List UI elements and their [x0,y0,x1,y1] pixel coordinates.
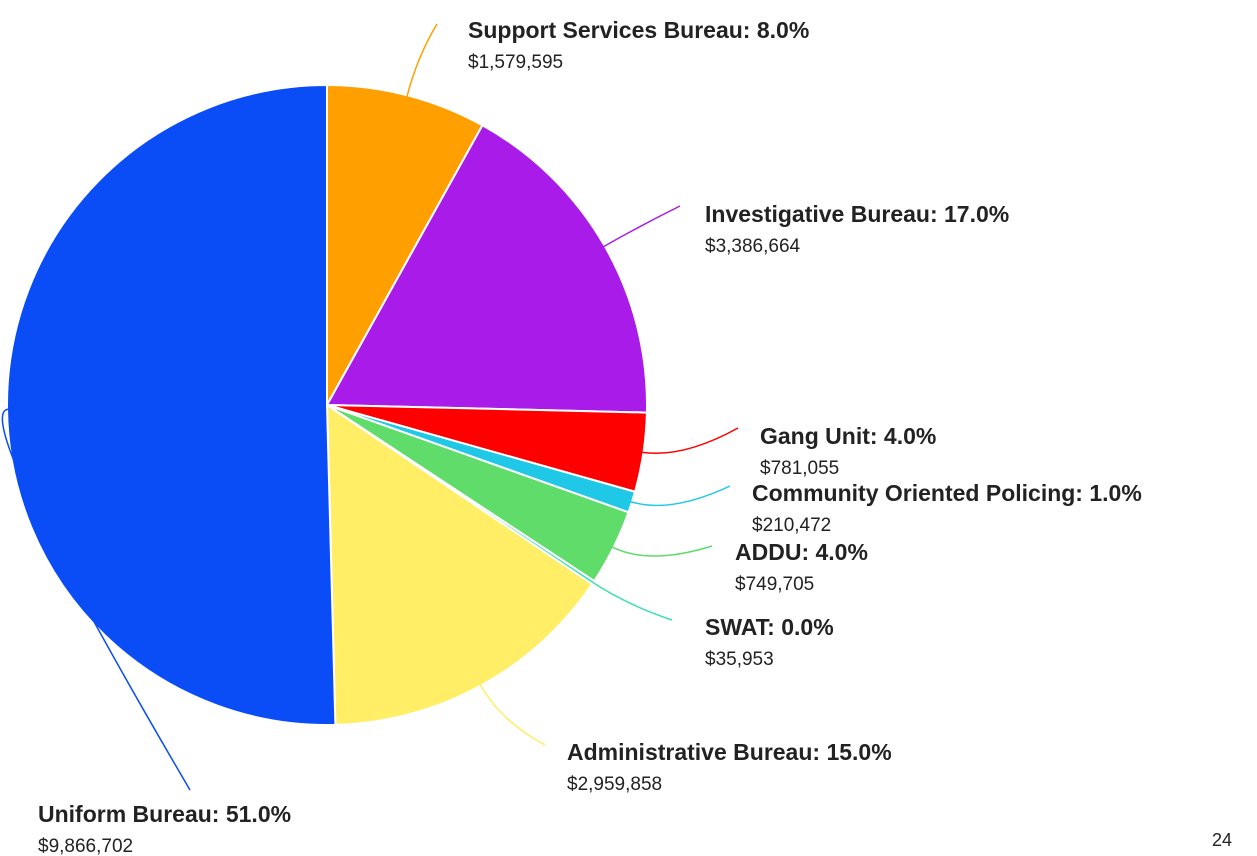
slice-label: ADDU: 4.0% [735,539,868,565]
pie-slice [6,83,337,726]
leader-line [1,408,191,791]
slice-label: Investigative Bureau: 17.0% [705,201,1009,227]
slice-label: Administrative Bureau: 15.0% [567,739,892,765]
leader-line [629,485,731,507]
slice-label: SWAT: 0.0% [705,614,834,640]
leader-line [479,683,546,746]
slice-label: Uniform Bureau: 51.0% [38,801,291,827]
slice-value-label: $3,386,664 [705,236,801,257]
page-number: 24 [1212,830,1232,850]
slice-label: Support Services Bureau: 8.0% [468,17,809,43]
slice-value-label: $1,579,595 [468,52,563,73]
leader-line [641,427,739,455]
leader-line [602,205,681,248]
slice-value-label: $35,953 [705,649,774,670]
slice-value-label: $9,866,702 [38,836,133,856]
leader-line [591,580,673,621]
slice-value-label: $210,472 [752,515,831,536]
slice-label: Community Oriented Policing: 1.0% [752,480,1142,506]
leader-line [611,545,713,557]
slice-label: Gang Unit: 4.0% [760,423,936,449]
slice-value-label: $2,959,858 [567,774,662,795]
slice-value-label: $749,705 [735,574,814,595]
slice-value-label: $781,055 [760,458,839,479]
leader-line [406,23,438,98]
